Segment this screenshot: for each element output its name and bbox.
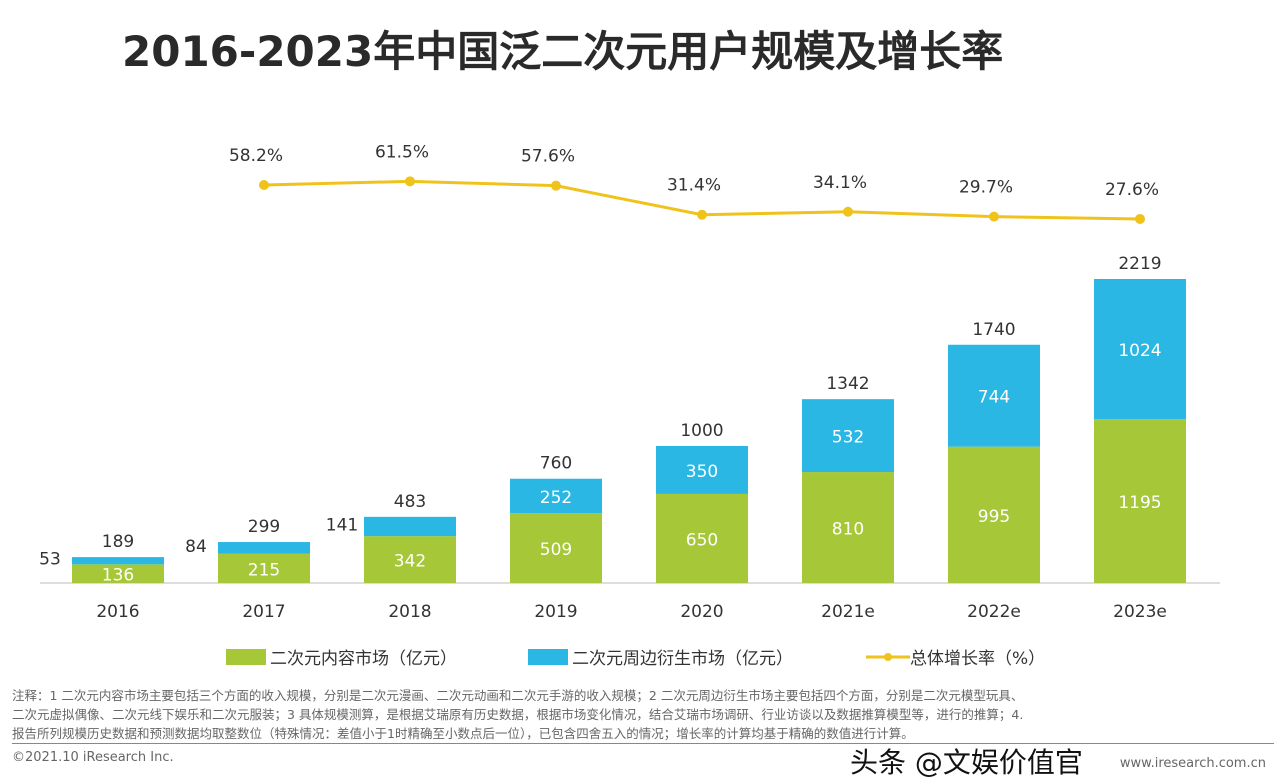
- bar-content: [72, 564, 164, 583]
- data-label-content: 136: [102, 566, 134, 586]
- growth-point: [551, 180, 561, 191]
- chart-title: 2016-2023年中国泛二次元用户规模及增长率: [122, 27, 1004, 76]
- legend-swatch: [528, 648, 568, 665]
- legend-derivative: 二次元周边衍生市场（亿元）: [528, 644, 793, 669]
- growth-label: 61.5%: [375, 142, 429, 162]
- growth-point: [843, 206, 853, 217]
- bar-derivative: [802, 399, 894, 473]
- x-tick-label: 2022e: [967, 602, 1021, 622]
- data-label-content: 810: [832, 520, 864, 540]
- data-label-total: 299: [248, 517, 280, 537]
- legend-content: 二次元内容市场（亿元）: [226, 644, 457, 669]
- data-label-content: 650: [686, 530, 718, 550]
- data-label-derivative: 252: [540, 488, 572, 508]
- growth-label: 31.4%: [667, 176, 721, 196]
- legend-label: 二次元内容市场（亿元）: [270, 649, 457, 669]
- growth-point: [405, 176, 415, 187]
- data-label-total: 1000: [680, 421, 723, 441]
- legend-growth: 总体增长率（%）: [866, 644, 1045, 669]
- growth-label: 57.6%: [521, 147, 575, 167]
- growth-label: 29.7%: [959, 178, 1013, 198]
- x-tick-label: 2018: [388, 602, 431, 622]
- data-label-content: 509: [540, 540, 572, 560]
- bar-content: [656, 493, 748, 583]
- data-label-content: 1195: [1118, 493, 1161, 513]
- legend-line-icon: [866, 652, 910, 661]
- bar-content: [510, 513, 602, 583]
- data-label-derivative: 141: [326, 515, 358, 535]
- growth-label: 58.2%: [229, 146, 283, 166]
- x-tick-label: 2016: [96, 602, 139, 622]
- copyright: ©2021.10 iResearch Inc.: [12, 750, 174, 765]
- x-tick-label: 2020: [680, 602, 723, 622]
- bar-content: [802, 472, 894, 583]
- data-label-total: 1740: [972, 320, 1015, 340]
- bar-derivative: [1094, 279, 1186, 420]
- note-line: 二次元虚拟偶像、二次元线下娱乐和二次元服装；3 具体规模测算，是根据艾瑞原有历史…: [12, 707, 1024, 722]
- bar-derivative: [948, 344, 1040, 447]
- data-label-derivative: 53: [39, 550, 61, 570]
- data-label-total: 1342: [826, 374, 869, 394]
- legend-label: 二次元周边衍生市场（亿元）: [572, 649, 793, 669]
- bar-derivative: [72, 557, 164, 565]
- data-label-derivative: 532: [832, 428, 864, 448]
- growth-point: [1135, 213, 1145, 224]
- data-label-total: 189: [102, 532, 134, 552]
- data-label-derivative: 744: [978, 388, 1010, 408]
- note-line: 报告所列规模历史数据和预测数据均取整数位（特殊情况：差值小于1时精确至小数点后一…: [12, 726, 914, 741]
- growth-point: [989, 211, 999, 222]
- site-url: www.iresearch.com.cn: [1119, 756, 1266, 771]
- bar-derivative: [364, 516, 456, 537]
- chart: 136 53 189 2016 215 84 299 2017 342 141 483 2018 509…: [39, 142, 1220, 622]
- growth-point: [697, 209, 707, 220]
- bar-derivative: [218, 542, 310, 554]
- legend-label: 总体增长率（%）: [910, 649, 1046, 669]
- bar-content: [364, 536, 456, 583]
- data-label-total: 483: [394, 492, 426, 512]
- watermark: 头条 @文娱价值官: [850, 746, 1083, 779]
- data-label-total: 760: [540, 454, 572, 474]
- data-label-derivative: 350: [686, 462, 718, 482]
- bar-content: [218, 553, 310, 583]
- data-label-content: 342: [394, 552, 426, 572]
- x-tick-label: 2017: [242, 602, 285, 622]
- data-label-content: 995: [978, 507, 1010, 527]
- x-tick-label: 2023e: [1113, 602, 1167, 622]
- bar-derivative: [510, 478, 602, 514]
- growth-point: [259, 180, 269, 190]
- legend-swatch: [226, 648, 266, 665]
- growth-label: 34.1%: [813, 173, 867, 193]
- data-label-derivative: 1024: [1118, 341, 1161, 361]
- bar-content: [1094, 419, 1186, 583]
- bar-content: [948, 446, 1040, 583]
- data-label-content: 215: [248, 560, 280, 580]
- growth-label: 27.6%: [1105, 180, 1159, 200]
- data-label-derivative: 84: [185, 537, 207, 557]
- note-line: 注释：1 二次元内容市场主要包括三个方面的收入规模，分别是二次元漫画、二次元动画…: [12, 688, 1024, 703]
- bar-derivative: [656, 446, 748, 494]
- x-tick-label: 2021e: [821, 602, 875, 622]
- data-label-total: 2219: [1118, 254, 1161, 274]
- notes: 注释：1 二次元内容市场主要包括三个方面的收入规模，分别是二次元漫画、二次元动画…: [12, 686, 1274, 744]
- x-tick-label: 2019: [534, 602, 577, 622]
